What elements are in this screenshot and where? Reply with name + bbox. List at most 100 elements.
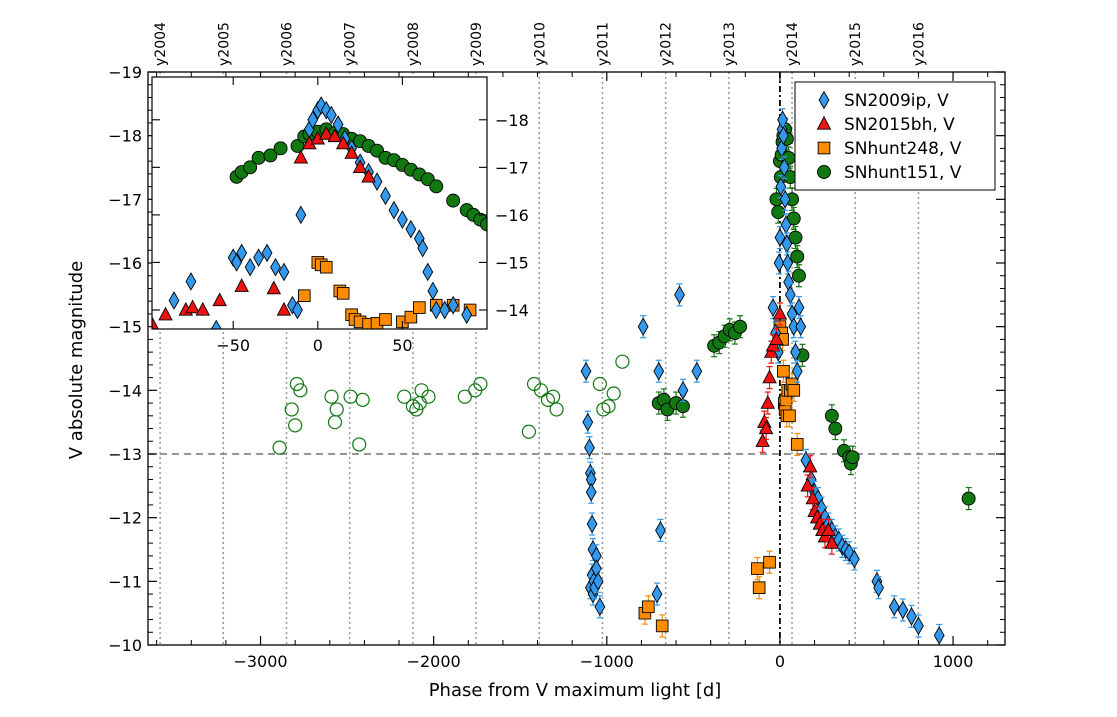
legend-label: SNhunt248, V [844, 139, 962, 159]
inset-sn2015bh-point [266, 280, 282, 295]
y-tick-label: −17 [108, 190, 142, 209]
y-tick-label: −14 [108, 381, 142, 400]
sn2009ip-point [592, 571, 604, 591]
sn2009ip-point [691, 361, 703, 381]
snhunt151-point [961, 491, 976, 506]
year-label: y2005 [216, 22, 232, 66]
x-tick-label: 0 [775, 652, 785, 671]
sn2009ip-point [848, 549, 860, 569]
inset-frame [151, 76, 488, 330]
main-axis-ticks: −3000 −2000 −1000 0 1000 −10 −11 −12 −13 −14 −15 −1… [108, 63, 1005, 671]
inset-sn2009ip-point [405, 219, 417, 239]
inset-sn2009ip-point [422, 262, 434, 282]
snhunt151-point [521, 424, 536, 439]
inset-sn2009ip-point [380, 186, 391, 206]
y-tick-label: −13 [108, 445, 142, 464]
sn2009ip-point [933, 626, 945, 645]
inset-sn2015bh-point [185, 299, 200, 314]
inset-sn2009ip-point [332, 115, 344, 134]
inset-sn2015bh-point [319, 125, 334, 140]
sn2015bh-point [769, 331, 784, 346]
inset-sn2009ip-point [185, 272, 197, 291]
sn2009ip-point [897, 600, 909, 620]
legend-marker-circle [817, 165, 831, 179]
snhunt151-point [615, 354, 630, 369]
snhunt151-point [549, 402, 564, 417]
year-label: y2015 [848, 22, 864, 66]
sn2015bh-point [802, 458, 818, 473]
year-label: y2008 [406, 22, 422, 66]
sn2009ip-point [913, 616, 924, 636]
snhunt248-point [790, 438, 804, 451]
year-label: y2007 [343, 22, 359, 66]
sn2009ip-point [778, 158, 790, 177]
inset-sn2009ip-point [270, 257, 281, 277]
sn2009ip-point [637, 317, 649, 337]
inset-snhunt248-point [379, 313, 392, 326]
snhunt151-point [824, 408, 839, 423]
inset-snhunt248-point [404, 310, 418, 324]
main-data-points [272, 108, 976, 645]
snhunt151-point [293, 383, 308, 398]
inset-snhunt151-point [480, 217, 487, 232]
sn2015bh-point [824, 535, 840, 549]
snhunt151-point [324, 389, 339, 404]
snhunt248-point [783, 409, 796, 423]
year-label: y2011 [595, 22, 611, 66]
year-label: y2010 [532, 22, 548, 66]
inset-sn2015bh-point [195, 301, 211, 316]
sn2009ip-point [795, 317, 807, 337]
legend-marker-diamond [818, 90, 830, 110]
inset-sn2009ip-point [295, 205, 307, 225]
snhunt151-point [272, 440, 287, 455]
snhunt151-point [845, 450, 860, 465]
snhunt248-point [752, 581, 766, 594]
inset-sn2015bh-point [152, 316, 159, 329]
snhunt151-point [397, 389, 412, 404]
sn2009ip-point [775, 177, 787, 196]
inset-sn2009ip-point [244, 257, 256, 277]
legend-label: SNhunt151, V [844, 163, 962, 183]
inset-sn2009ip-point [439, 300, 451, 320]
snhunt151-point [473, 376, 488, 392]
snhunt151-point [284, 402, 299, 417]
inset-y-tick-label: −16 [495, 206, 529, 225]
inset-x-tick-label: 50 [392, 336, 412, 355]
inset-sn2009ip-point [231, 253, 242, 272]
year-markers: y2004 y2005 y2006 y2007 y2008 y2009 y2010 y2011… [153, 22, 927, 645]
snhunt151-point [327, 415, 343, 430]
reference-lines [148, 72, 1005, 645]
sn2009ip-point [582, 412, 594, 432]
sn2009ip-point [888, 597, 900, 617]
inset-sn2009ip-point [307, 110, 319, 130]
inset-data-points [152, 96, 487, 329]
inset-snhunt151-point [446, 193, 461, 208]
inset-sn2015bh-point [352, 159, 368, 173]
snhunt151-point [352, 437, 367, 452]
legend-marker-triangle [816, 115, 832, 130]
inset-y-tick-label: −14 [495, 301, 529, 320]
inset-sn2009ip-point [278, 262, 290, 282]
snhunt151-point [733, 319, 748, 334]
inset-sn2009ip-point [427, 281, 439, 301]
snhunt151-point [355, 392, 370, 407]
inset-panel: −50 0 50 −14 −15 −16 −17 −18 [151, 76, 529, 355]
y-tick-label: −18 [108, 127, 142, 146]
inset-sn2009ip-point [261, 243, 273, 263]
inset-sn2015bh-point [361, 168, 376, 183]
sn2009ip-point [873, 578, 885, 598]
inset-sn2009ip-point [210, 319, 222, 329]
year-label: y2009 [469, 22, 485, 66]
sn2009ip-point [906, 606, 917, 626]
snhunt248-point [751, 562, 764, 575]
sn2009ip-point [594, 597, 606, 617]
sn2009ip-point [655, 521, 666, 540]
inset-sn2009ip-point [397, 210, 408, 229]
inset-y-tick-label: −18 [495, 111, 529, 130]
year-label: y2012 [659, 22, 675, 66]
snhunt151-point [457, 389, 472, 404]
sn2015bh-point [762, 369, 777, 384]
inset-sn2009ip-point [461, 305, 473, 325]
inset-snhunt151-point [251, 150, 266, 165]
sn2009ip-point [774, 228, 786, 247]
